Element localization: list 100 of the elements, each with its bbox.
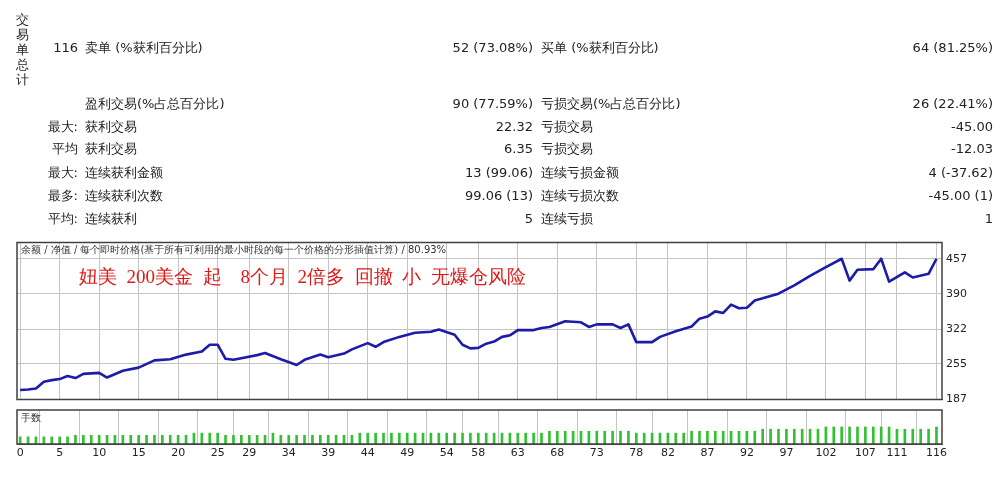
bar [445, 432, 449, 444]
bar [792, 428, 796, 444]
bar [706, 430, 709, 444]
bar [161, 435, 164, 444]
bar [532, 432, 535, 444]
text: 平均 [52, 141, 78, 157]
y-tick-label: 390 [946, 286, 967, 300]
bar [563, 430, 567, 444]
text: -12.03 [951, 141, 993, 157]
bar [619, 430, 622, 444]
bar [319, 435, 322, 444]
text: -45.00 [951, 119, 993, 135]
bar [366, 432, 370, 444]
bar [674, 432, 678, 444]
x-tick-label: 0 [16, 446, 24, 460]
x-tick-label: 116 [925, 446, 947, 460]
bar [761, 428, 765, 444]
bar [382, 432, 385, 444]
text: 5 [524, 211, 533, 227]
bar [311, 435, 314, 444]
bar [698, 430, 701, 444]
bar [690, 430, 693, 444]
x-tick-label: 20 [171, 446, 186, 460]
bar [240, 435, 243, 444]
bar [397, 432, 401, 444]
bar [871, 426, 875, 444]
y-tick-label: 255 [946, 356, 967, 370]
bar [208, 432, 212, 444]
x-tick-label: 54 [439, 446, 454, 460]
bar [74, 435, 77, 444]
bar [540, 432, 543, 444]
y-tick-label: 187 [946, 392, 967, 406]
bar [879, 426, 883, 444]
x-tick-label: 78 [629, 446, 644, 460]
x-tick-label: 63 [510, 446, 525, 460]
bar [326, 435, 330, 444]
x-tick-label: 25 [210, 446, 225, 460]
text: 最多: [47, 188, 78, 204]
bar [524, 432, 528, 444]
text: 99.06 (13) [464, 188, 533, 204]
chart-title: 手数 [21, 411, 41, 423]
bar [153, 435, 156, 444]
bar [769, 428, 772, 444]
text: 亏损交易 [541, 119, 593, 135]
bar [287, 435, 291, 444]
bar [713, 430, 717, 444]
text: 连续获利次数 [85, 188, 163, 204]
text: 亏损交易(%占总百分比) [541, 96, 681, 112]
y-tick-label: 457 [946, 251, 967, 265]
y-tick-label: 322 [946, 321, 967, 335]
text: 最大: [47, 119, 78, 135]
bar [555, 430, 559, 444]
chart-title: 余额 / 净值 / 每个即时价格(基于所有可利用的最小时段的每一个价格的分形插值计算) / 80.93% [21, 244, 447, 256]
bar [390, 432, 393, 444]
bar [919, 428, 922, 444]
bar [247, 435, 251, 444]
bar [848, 426, 851, 444]
bar [58, 436, 61, 444]
x-tick-label: 97 [779, 446, 794, 460]
bar [785, 428, 788, 444]
x-tick-label: 39 [321, 446, 336, 460]
x-tick-label: 102 [815, 446, 837, 460]
text: 获利交易 [85, 119, 137, 135]
text: 最大: [47, 165, 78, 181]
text: 90 (77.59%) [452, 96, 533, 112]
text: 交易单总计 [14, 12, 30, 87]
x-tick-label: 107 [854, 446, 876, 460]
bar [627, 430, 630, 444]
bar [437, 432, 441, 444]
text: 4 (-37.62) [928, 165, 993, 181]
x-tick-label: 5 [56, 446, 64, 460]
bar [548, 430, 551, 444]
x-tick-label: 82 [660, 446, 675, 460]
text: -45.00 (1) [928, 188, 993, 204]
bar [129, 435, 133, 444]
text: 22.32 [495, 119, 533, 135]
bar [856, 426, 859, 444]
bar [216, 432, 219, 444]
bar [145, 435, 148, 444]
text: 26 (22.41%) [912, 96, 993, 112]
bar [611, 430, 614, 444]
bar [595, 430, 599, 444]
bar [168, 435, 172, 444]
bar [911, 428, 915, 444]
x-tick-label: 10 [92, 446, 107, 460]
text: 64 (81.25%) [912, 40, 993, 56]
x-tick-label: 15 [131, 446, 146, 460]
text: 6.35 [504, 141, 533, 157]
x-tick-label: 29 [242, 446, 257, 460]
bar [927, 428, 930, 444]
bar [295, 435, 298, 444]
bar [603, 430, 607, 444]
bar [642, 432, 646, 444]
bar [453, 432, 456, 444]
text: 连续亏损金额 [541, 165, 619, 181]
bar [721, 430, 725, 444]
bar [476, 432, 480, 444]
bar [682, 432, 686, 444]
bar [461, 432, 464, 444]
bar [50, 436, 54, 444]
